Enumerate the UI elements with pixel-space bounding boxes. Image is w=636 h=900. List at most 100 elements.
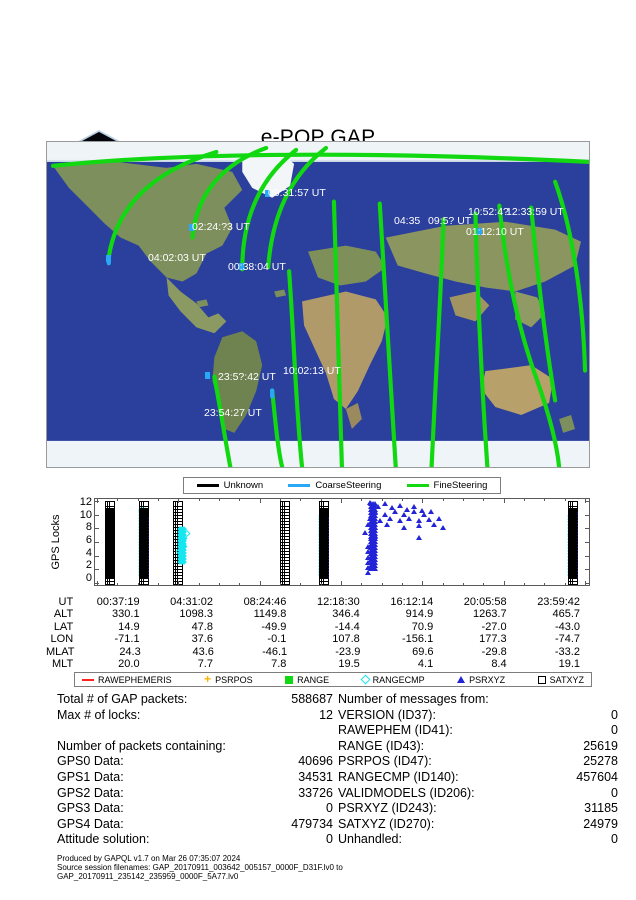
packet-statistics-column: Total # of GAP packets: 588687 Max # of lo…: [57, 692, 333, 848]
data-point: [108, 554, 114, 560]
data-point: [572, 542, 578, 548]
statistics-section: Total # of GAP packets: 588687 Max # of lo…: [0, 692, 636, 846]
message-statistics-column: Number of messages from: VERSION (ID37): 0…: [338, 692, 618, 848]
data-point: [572, 563, 578, 569]
table-cell: 70.9: [411, 620, 434, 633]
data-point: [428, 509, 435, 515]
stat-key: RANGECMP (ID140):: [338, 769, 459, 784]
data-point: [142, 563, 148, 569]
stat-key: GPS1 Data:: [57, 769, 124, 784]
plot-x-minor-tick: [442, 499, 444, 501]
legend-label: RANGE: [297, 674, 330, 685]
plot-x-minor-tick: [280, 499, 281, 501]
table-cell: -33.2: [554, 645, 580, 658]
table-cell: -49.9: [261, 620, 287, 633]
table-cell: 107.8: [332, 633, 360, 646]
plot-x-minor-tick: [320, 583, 322, 585]
row-label: LAT: [53, 620, 74, 633]
map-legend-item: Unknown: [196, 480, 263, 491]
message-stat-row: VALIDMODELS (ID206): 0: [338, 786, 618, 802]
data-point: [406, 515, 413, 521]
data-point: [108, 531, 114, 537]
data-point: [374, 503, 381, 509]
orbit-parameter-table: UT 00:37:19 04:31:02 08:24:46 12:18:30 16:12:…: [46, 596, 590, 670]
data-point: [142, 537, 148, 543]
world-ground-track-map[interactable]: [46, 141, 590, 468]
map-legend: Unknown CoarseSteering FineSteering: [183, 477, 501, 494]
footer-line-3: GAP_20170911_235142_235959_0000F_5A77.lv…: [57, 872, 239, 881]
message-stat-heading: Number of messages from:: [338, 692, 489, 706]
data-point: [108, 569, 114, 575]
data-point: [142, 522, 148, 528]
table-row: MLAT 24.3 43.6 -46.1 -23.9 69.6 -29.8 -33.2: [46, 646, 590, 658]
data-point: [372, 524, 379, 530]
table-cell: 8.4: [491, 658, 507, 671]
plot-canvas[interactable]: [94, 498, 590, 586]
data-point: [108, 540, 114, 545]
plot-x-minor-tick: [544, 499, 546, 501]
data-point: [384, 522, 391, 528]
plot-x-minor-tick: [300, 583, 302, 585]
data-point: [108, 507, 114, 513]
plot-y-tick: 0: [85, 572, 92, 584]
page-header: CASSIOPE e-POP GAP September 11, 2017: [0, 60, 636, 196]
plot-x-minor-tick: [219, 583, 220, 585]
plot-y-axis-label: GPS Locks: [50, 514, 62, 570]
plot-x-tick: [503, 581, 505, 585]
plot-x-tick: [503, 499, 505, 503]
table-cell: -71.1: [114, 633, 140, 646]
world-map-image: [47, 142, 589, 467]
data-point: [372, 566, 379, 571]
gps-locks-plot[interactable]: GPS Locks 12 10 8 6 4 2 0: [46, 497, 590, 590]
stat-value: 24979: [583, 816, 618, 831]
table-cell: 914.9: [405, 608, 434, 621]
data-point: [323, 537, 329, 543]
data-point: [572, 507, 578, 513]
plot-x-minor-tick: [137, 583, 139, 585]
track-marker: [477, 228, 482, 235]
legend-color-swatch: [406, 484, 429, 487]
plot-y-tick-mark: [585, 501, 589, 502]
plot-x-minor-tick: [544, 583, 546, 585]
packet-stat-row: GPS1 Data: 34531: [57, 770, 333, 786]
data-point: [372, 548, 379, 554]
data-point: [364, 570, 371, 576]
data-point: [364, 559, 371, 565]
stat-key: VERSION (ID37):: [338, 707, 436, 722]
stat-key: GPS4 Data:: [57, 816, 124, 831]
stat-key: PSRXYZ (ID243):: [338, 801, 437, 816]
legend-label: SATXYZ: [549, 674, 584, 685]
plot-legend-item: PSRXYZ: [457, 675, 505, 685]
table-cell: 69.6: [412, 645, 434, 658]
provenance-footer: Produced by GAPQL v1.7 on Mar 26 07:35:0…: [57, 854, 577, 881]
plot-x-minor-tick: [219, 499, 220, 501]
plot-x-minor-tick: [381, 499, 383, 501]
data-point: [372, 542, 379, 548]
stat-value: 31185: [584, 801, 618, 816]
packet-stat-row: GPS4 Data: 479734: [57, 817, 333, 833]
plot-x-minor-tick: [463, 499, 464, 501]
plot-y-tick-mark: [95, 514, 99, 516]
data-point: [372, 560, 379, 566]
plot-x-tick: [178, 581, 180, 585]
data-point: [572, 534, 578, 540]
row-label: UT: [58, 596, 74, 608]
data-point: [323, 540, 329, 545]
data-point: [401, 524, 408, 530]
data-point: [572, 510, 578, 516]
legend-marker-square-filled-icon: [285, 675, 294, 684]
data-point: [364, 544, 371, 550]
legend-label: CoarseSteering: [315, 480, 382, 491]
data-point: [364, 549, 371, 555]
plot-x-minor-tick: [280, 583, 281, 585]
packet-stat-heading: Number of packets containing:: [57, 738, 226, 753]
table-cell: 19.5: [338, 658, 360, 671]
data-point: [572, 557, 578, 563]
stat-value: 0: [611, 707, 618, 722]
data-point: [572, 519, 578, 525]
data-point: [416, 523, 423, 529]
data-point: [572, 528, 578, 534]
plot-legend-item: RANGE: [285, 675, 329, 685]
data-point: [108, 557, 114, 563]
